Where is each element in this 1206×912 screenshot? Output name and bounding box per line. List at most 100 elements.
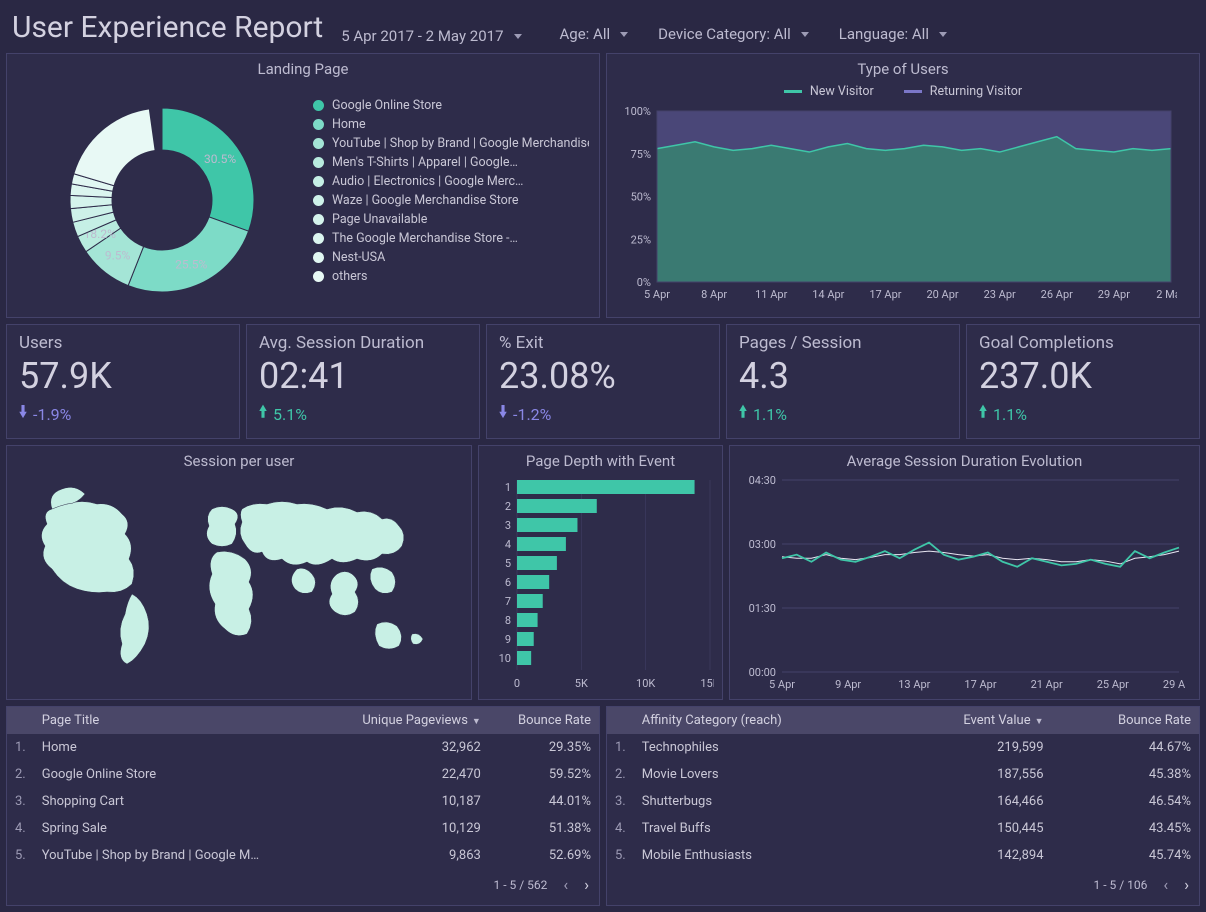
table-row[interactable]: 3.Shopping Cart10,18744.01% (7, 788, 599, 815)
svg-text:01:30: 01:30 (749, 602, 776, 615)
svg-text:10: 10 (499, 652, 511, 665)
table-header[interactable]: Bounce Rate (489, 707, 599, 734)
bar-chart: 1234567891005K10K15K (489, 474, 714, 692)
table-cell: Movie Lovers (634, 761, 892, 788)
filter-selector[interactable]: Age: All (560, 25, 629, 43)
legend-dot-icon (313, 271, 324, 282)
table-cell: Shutterbugs (634, 788, 892, 815)
legend-item[interactable]: others (313, 269, 589, 284)
table-cell: 164,466 (892, 788, 1051, 815)
caret-down-icon (939, 32, 947, 37)
legend-item[interactable]: Returning Visitor (904, 84, 1022, 99)
table-row[interactable]: 3.Shutterbugs164,46646.54% (607, 788, 1199, 815)
kpi-delta: 🠙5.1% (259, 401, 467, 428)
map-panel: Session per user (6, 445, 472, 700)
svg-text:9 Apr: 9 Apr (835, 678, 861, 691)
kpi-label: Pages / Session (739, 333, 947, 353)
table-row[interactable]: 4.Spring Sale10,12951.38% (7, 815, 599, 842)
table-cell: 22,470 (322, 761, 488, 788)
date-range-selector[interactable]: 5 Apr 2017 - 2 May 2017 (341, 27, 521, 45)
donut-chart: 30.5%25.5%9.5%18.2% (17, 82, 307, 307)
table-cell: 187,556 (892, 761, 1051, 788)
kpi-card: Avg. Session Duration02:41🠙5.1% (246, 324, 480, 439)
trend-up-icon: 🠙 (979, 401, 987, 428)
table-cell: 150,445 (892, 815, 1051, 842)
legend-dot-icon (313, 100, 324, 111)
legend-dot-icon (313, 233, 324, 244)
filter-selector[interactable]: Language: All (839, 25, 947, 43)
date-range-value: 5 Apr 2017 - 2 May 2017 (341, 27, 503, 45)
svg-text:25.5%: 25.5% (175, 258, 207, 272)
table-header[interactable]: Unique Pageviews▼ (322, 707, 488, 734)
table-header[interactable]: Event Value▼ (892, 707, 1051, 734)
prev-page-button[interactable]: ‹ (563, 875, 568, 894)
pager-text: 1 - 5 / 562 (493, 878, 547, 892)
legend-item[interactable]: YouTube | Shop by Brand | Google Merchan… (313, 136, 589, 151)
next-page-button[interactable]: › (584, 875, 589, 894)
table-row[interactable]: 1.Home32,96229.35% (7, 734, 599, 761)
svg-text:17 Apr: 17 Apr (869, 288, 901, 301)
panel-title: Landing Page (17, 60, 589, 78)
legend-item[interactable]: Nest-USA (313, 250, 589, 265)
legend-label: Page Unavailable (332, 212, 427, 227)
svg-text:2 May: 2 May (1156, 288, 1177, 301)
pager-text: 1 - 5 / 106 (1093, 878, 1147, 892)
svg-text:29 Apr: 29 Apr (1098, 288, 1130, 301)
table-row[interactable]: 1.Technophiles219,59944.67% (607, 734, 1199, 761)
filter-label: Language: All (839, 25, 929, 43)
legend-item[interactable]: Google Online Store (313, 98, 589, 113)
legend-item[interactable]: Audio | Electronics | Google Merc… (313, 174, 589, 189)
next-page-button[interactable]: › (1184, 875, 1189, 894)
prev-page-button[interactable]: ‹ (1163, 875, 1168, 894)
affinity-table: Affinity Category (reach)Event Value▼Bou… (607, 707, 1199, 869)
svg-text:15K: 15K (700, 677, 714, 690)
panel-title: Type of Users (617, 60, 1189, 78)
legend-item[interactable]: Home (313, 117, 589, 132)
svg-text:100%: 100% (624, 107, 651, 118)
trend-up-icon: 🠙 (739, 401, 747, 428)
table-cell: 46.54% (1052, 788, 1199, 815)
table-row[interactable]: 2.Google Online Store22,47059.52% (7, 761, 599, 788)
legend-item[interactable]: Men's T-Shirts | Apparel | Google… (313, 155, 589, 170)
kpi-value: 57.9K (19, 355, 227, 397)
table-row[interactable]: 2.Movie Lovers187,55645.38% (607, 761, 1199, 788)
legend-label: The Google Merchandise Store -… (332, 231, 518, 246)
kpi-card: % Exit23.08%🠛-1.2% (486, 324, 720, 439)
table-cell: 59.52% (489, 761, 599, 788)
table-cell: 52.69% (489, 842, 599, 869)
table-cell: Travel Buffs (634, 815, 892, 842)
svg-text:5K: 5K (575, 677, 588, 690)
legend-label: Nest-USA (332, 250, 385, 265)
line-chart: 00:0001:3003:0004:305 Apr9 Apr13 Apr17 A… (740, 474, 1185, 692)
filter-label: Device Category: All (658, 25, 791, 43)
panel-title: Page Depth with Event (489, 452, 712, 470)
table-cell: 9,863 (322, 842, 488, 869)
svg-text:1: 1 (505, 481, 511, 494)
table-header[interactable]: Affinity Category (reach) (634, 707, 892, 734)
svg-text:5 Apr: 5 Apr (769, 678, 795, 691)
legend-swatch-icon (904, 90, 922, 93)
affinity-table-panel: Affinity Category (reach)Event Value▼Bou… (606, 706, 1200, 906)
kpi-card: Goal Completions237.0K🠙1.1% (966, 324, 1200, 439)
svg-text:23 Apr: 23 Apr (984, 288, 1016, 301)
caret-down-icon (801, 32, 809, 37)
svg-text:10K: 10K (636, 677, 655, 690)
svg-text:9.5%: 9.5% (105, 248, 131, 262)
filter-selector[interactable]: Device Category: All (658, 25, 809, 43)
legend-item[interactable]: Waze | Google Merchandise Store (313, 193, 589, 208)
legend-item[interactable]: Page Unavailable (313, 212, 589, 227)
table-cell: 219,599 (892, 734, 1051, 761)
table-cell: 43.45% (1052, 815, 1199, 842)
table-row[interactable]: 5.YouTube | Shop by Brand | Google M…9,8… (7, 842, 599, 869)
table-row[interactable]: 5.Mobile Enthusiasts142,89445.74% (607, 842, 1199, 869)
table-cell: Technophiles (634, 734, 892, 761)
table-header[interactable]: Page Title (34, 707, 323, 734)
legend-item[interactable]: New Visitor (784, 84, 874, 99)
table-header[interactable]: Bounce Rate (1052, 707, 1199, 734)
table-cell: 44.01% (489, 788, 599, 815)
legend-label: Audio | Electronics | Google Merc… (332, 174, 523, 189)
table-row[interactable]: 4.Travel Buffs150,44543.45% (607, 815, 1199, 842)
legend-label: Google Online Store (332, 98, 442, 113)
svg-text:26 Apr: 26 Apr (1041, 288, 1073, 301)
legend-item[interactable]: The Google Merchandise Store -… (313, 231, 589, 246)
